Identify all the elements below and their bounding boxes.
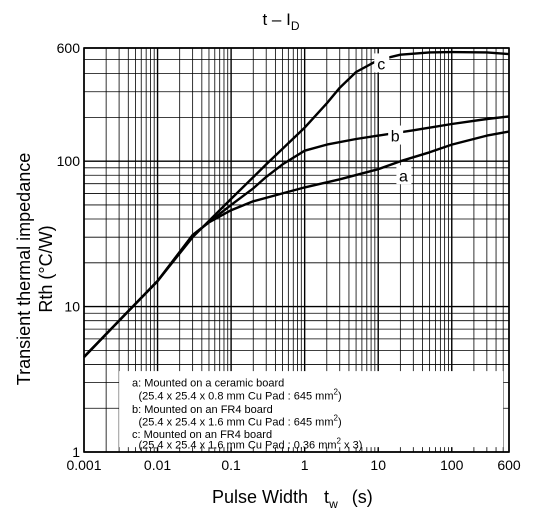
legend-detail-a: (25.4 x 25.4 x 0.8 mm Cu Pad : 645 mm2) (138, 387, 341, 402)
tick-labels: 0.001 0.01 0.1 1 10 100 600 1 10 100 600 (57, 40, 521, 473)
x-axis-label: Pulse Width tw (s) (212, 487, 373, 511)
x-tick-label: 100 (440, 457, 464, 473)
curve-label-c: c (377, 56, 385, 73)
y-axis-label-line2: Rth (°C/W) (36, 225, 56, 312)
x-tick-label: 0.1 (221, 457, 241, 473)
legend: a: Mounted on a ceramic board (25.4 x 25… (119, 371, 504, 451)
legend-entry-c: c: Mounted on an FR4 board (132, 429, 272, 441)
legend-detail-c: (25.4 x 25.4 x 1.6 mm Cu Pad : 0.36 mm2 … (138, 436, 362, 451)
series-line-a (83, 130, 510, 358)
legend-entry-a: a: Mounted on a ceramic board (132, 378, 284, 390)
legend-detail-b: (25.4 x 25.4 x 1.6 mm Cu Pad : 645 mm2) (138, 414, 341, 429)
y-tick-label: 10 (64, 299, 80, 315)
curve-label-bg-a (396, 165, 412, 185)
curve-label-bg-c (374, 53, 390, 73)
x-tick-label: 600 (497, 457, 521, 473)
x-tick-label: 0.01 (144, 457, 171, 473)
curve-label-b: b (391, 129, 400, 146)
x-tick-label: 0.001 (66, 457, 101, 473)
curve-label-a: a (399, 168, 408, 185)
y-tick-label: 1 (72, 444, 80, 460)
legend-entry-b: b: Mounted on an FR4 board (132, 404, 273, 416)
curve-label-bg-b (388, 125, 404, 145)
x-tick-label: 10 (370, 457, 386, 473)
series-line-c (83, 50, 510, 358)
legend-background (119, 371, 504, 448)
chart-title: t – ID (262, 10, 299, 33)
x-tick-label: 1 (301, 457, 309, 473)
y-axis-label-line1: Transient thermal impedance (14, 153, 34, 385)
y-tick-label: 600 (57, 40, 81, 56)
y-tick-label: 100 (57, 153, 81, 169)
series (83, 50, 510, 358)
plot-frame (83, 47, 510, 453)
curve-labels: a b c (374, 53, 412, 185)
